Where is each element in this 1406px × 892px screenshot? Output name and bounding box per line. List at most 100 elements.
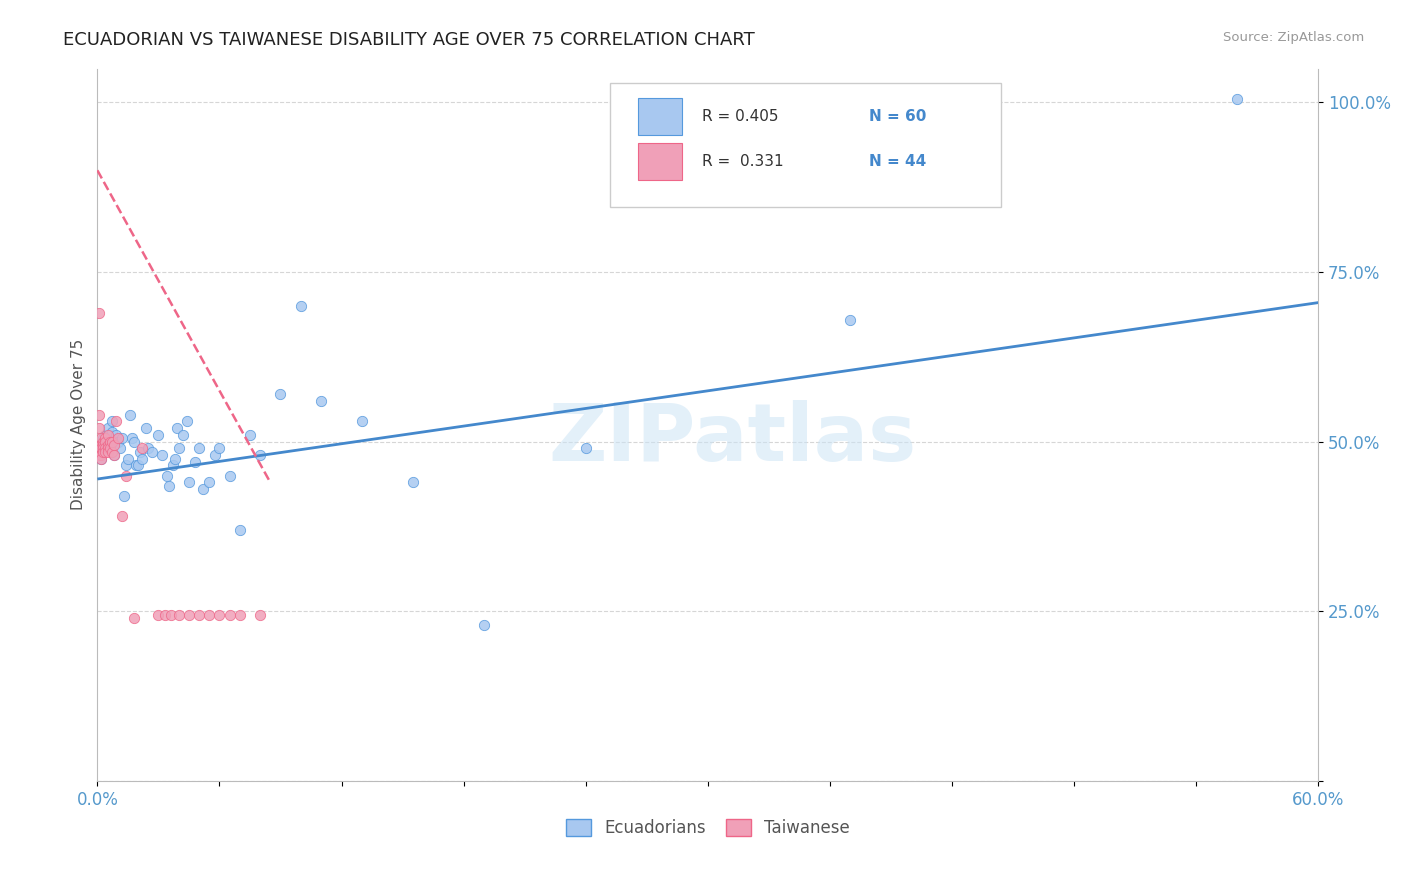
Point	[188, 442, 211, 456]
Point	[100, 445, 122, 459]
Point	[104, 414, 127, 428]
Point	[239, 428, 262, 442]
Text: Source: ZipAtlas.com: Source: ZipAtlas.com	[1223, 31, 1364, 45]
Point	[98, 434, 121, 449]
Point	[188, 607, 211, 622]
Point	[191, 482, 214, 496]
Point	[177, 607, 200, 622]
Point	[141, 445, 163, 459]
Point	[163, 451, 186, 466]
Point	[1226, 92, 1249, 106]
Point	[90, 451, 112, 466]
Text: R =  0.331: R = 0.331	[702, 154, 783, 169]
Point	[96, 445, 118, 459]
Point	[115, 458, 138, 473]
Point	[125, 458, 148, 473]
Point	[94, 445, 117, 459]
Point	[184, 455, 207, 469]
Point	[94, 442, 117, 456]
Point	[218, 607, 240, 622]
Point	[208, 607, 231, 622]
Point	[117, 451, 139, 466]
Point	[136, 442, 159, 456]
Y-axis label: Disability Age Over 75: Disability Age Over 75	[72, 339, 86, 510]
Point	[472, 618, 495, 632]
Point	[127, 458, 149, 473]
FancyBboxPatch shape	[638, 144, 682, 180]
Point	[155, 468, 177, 483]
Point	[89, 448, 111, 462]
Point	[229, 607, 252, 622]
Point	[229, 523, 252, 537]
Point	[93, 442, 115, 456]
Point	[94, 431, 117, 445]
Point	[103, 438, 125, 452]
Point	[198, 607, 221, 622]
Point	[93, 434, 115, 449]
Point	[115, 468, 138, 483]
Text: ECUADORIAN VS TAIWANESE DISABILITY AGE OVER 75 CORRELATION CHART: ECUADORIAN VS TAIWANESE DISABILITY AGE O…	[63, 31, 755, 49]
Point	[131, 451, 153, 466]
Point	[575, 442, 598, 456]
Point	[350, 414, 373, 428]
Point	[96, 438, 118, 452]
Point	[94, 434, 117, 449]
Point	[129, 445, 152, 459]
Point	[89, 306, 111, 320]
Point	[94, 434, 117, 449]
Point	[90, 431, 112, 445]
Point	[93, 438, 115, 452]
FancyBboxPatch shape	[610, 83, 1001, 208]
Point	[90, 442, 112, 456]
Point	[121, 431, 143, 445]
Point	[108, 442, 131, 456]
Point	[159, 607, 181, 622]
Point	[104, 428, 127, 442]
Point	[148, 428, 170, 442]
Point	[93, 442, 115, 456]
Point	[98, 438, 121, 452]
Point	[98, 442, 121, 456]
Point	[172, 428, 194, 442]
Point	[309, 394, 332, 409]
Point	[96, 428, 118, 442]
Point	[90, 438, 112, 452]
Point	[89, 421, 111, 435]
Point	[122, 434, 145, 449]
Point	[103, 448, 125, 462]
Point	[98, 431, 121, 445]
Point	[157, 479, 180, 493]
Point	[208, 442, 231, 456]
Point	[153, 607, 176, 622]
Legend: Ecuadorians, Taiwanese: Ecuadorians, Taiwanese	[560, 813, 856, 844]
FancyBboxPatch shape	[638, 98, 682, 136]
Point	[204, 448, 226, 462]
Point	[162, 458, 184, 473]
Point	[167, 607, 190, 622]
Point	[111, 431, 134, 445]
Point	[198, 475, 221, 490]
Point	[166, 421, 188, 435]
Point	[107, 434, 129, 449]
Point	[122, 611, 145, 625]
Point	[135, 421, 157, 435]
Point	[402, 475, 425, 490]
Text: R = 0.405: R = 0.405	[702, 110, 778, 125]
Point	[176, 414, 198, 428]
Point	[148, 607, 170, 622]
Point	[103, 434, 125, 449]
Point	[100, 425, 122, 439]
Point	[218, 468, 240, 483]
Point	[90, 451, 112, 466]
Point	[290, 299, 312, 313]
Point	[249, 607, 271, 622]
Point	[96, 438, 118, 452]
Point	[249, 448, 271, 462]
Point	[93, 445, 115, 459]
Point	[111, 509, 134, 524]
Point	[103, 448, 125, 462]
Text: ZIPatlas: ZIPatlas	[548, 400, 917, 478]
Point	[96, 442, 118, 456]
Point	[94, 428, 117, 442]
Point	[100, 414, 122, 428]
